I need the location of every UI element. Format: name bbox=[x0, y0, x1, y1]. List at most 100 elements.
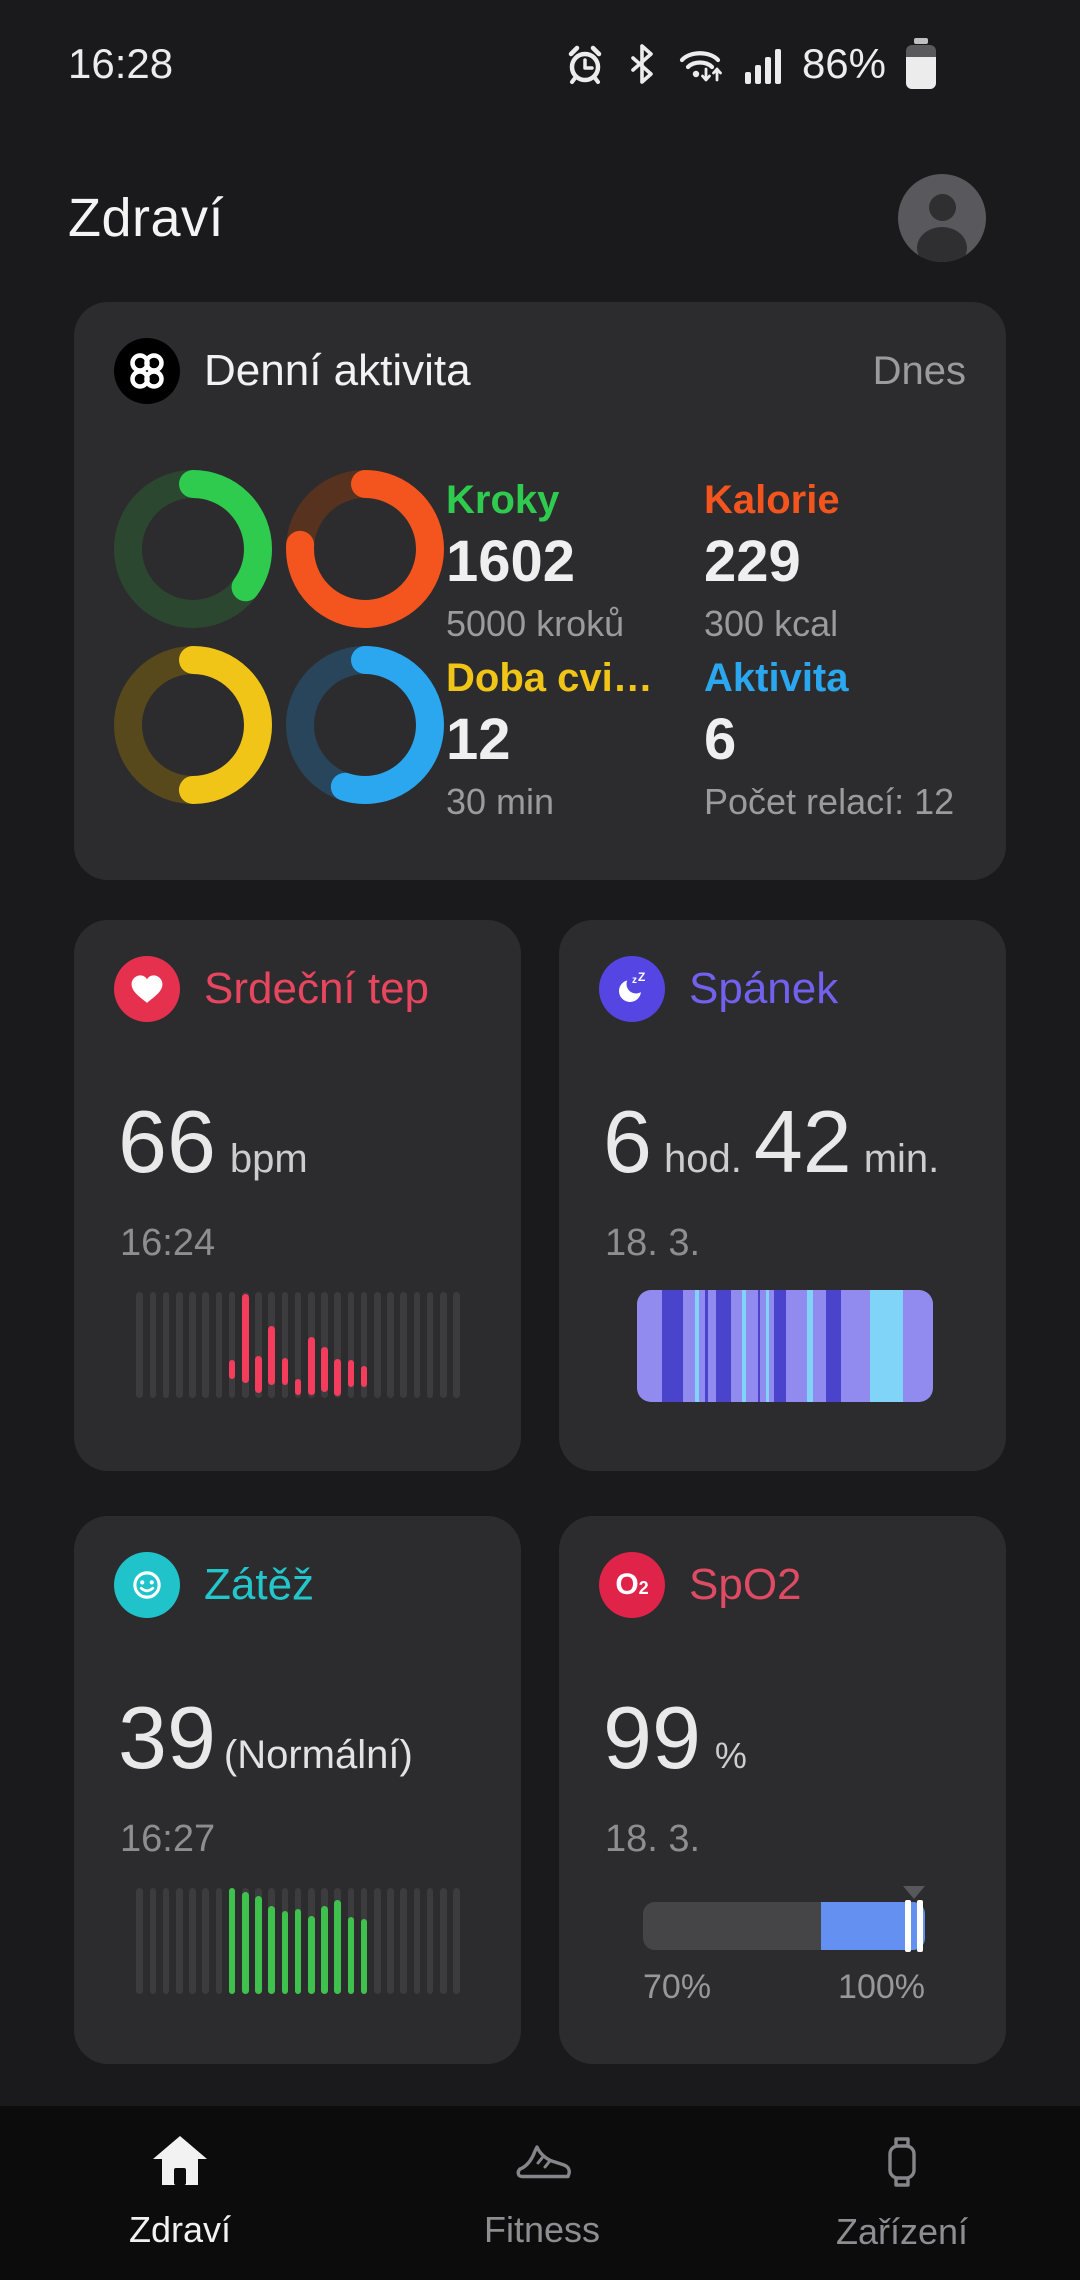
activity-ring bbox=[286, 646, 444, 804]
spo2-card[interactable]: O2 SpO2 99 % 18. 3. 70% 100% bbox=[559, 1516, 1006, 2064]
exercise-goal: 30 min bbox=[446, 781, 555, 822]
battery-percent-text: 86% bbox=[801, 40, 886, 87]
chart-segment bbox=[241, 1892, 249, 1994]
daily-activity-header: Denní aktivita Dnes bbox=[114, 338, 966, 404]
gauge-marker bbox=[905, 1900, 924, 1952]
chart-bar bbox=[136, 1888, 143, 1994]
heart-rate-value-row: 66 bpm bbox=[118, 1098, 308, 1186]
spo2-unit: % bbox=[714, 1735, 747, 1776]
bluetooth-icon bbox=[626, 41, 658, 87]
chart-bar bbox=[189, 1888, 196, 1994]
chart-segment bbox=[281, 1911, 289, 1994]
sleep-date: 18. 3. bbox=[605, 1222, 701, 1264]
chart-segment bbox=[360, 1918, 368, 1994]
chart-bar bbox=[202, 1888, 209, 1994]
status-time: 16:28 bbox=[68, 40, 174, 87]
chart-segment bbox=[307, 1336, 315, 1395]
activity-metric: Aktivita 6 Počet relací: 12 bbox=[704, 656, 996, 823]
chart-segment bbox=[347, 1359, 355, 1388]
sleep-stage-stripe bbox=[807, 1290, 814, 1402]
spo2-value: 99 bbox=[603, 1688, 701, 1787]
stress-qualifier: (Normální) bbox=[223, 1733, 413, 1777]
chart-bar bbox=[439, 1888, 447, 1994]
sleep-stage-stripe bbox=[741, 1290, 747, 1402]
spo2-gauge bbox=[643, 1886, 926, 1952]
exercise-metric: Doba cvi… 12 30 min bbox=[446, 656, 738, 823]
stress-value: 39 bbox=[118, 1688, 216, 1787]
steps-goal: 5000 kroků bbox=[446, 603, 625, 644]
chart-bar bbox=[321, 1292, 328, 1398]
chart-bar bbox=[347, 1292, 355, 1398]
chart-bar bbox=[400, 1292, 407, 1398]
sleep-hypnogram-chart bbox=[637, 1290, 933, 1402]
sleep-stage-stripe bbox=[769, 1290, 775, 1402]
chart-bar bbox=[413, 1888, 421, 1994]
steps-metric: Kroky 1602 5000 kroků bbox=[446, 478, 738, 645]
sleep-stage-stripe bbox=[840, 1290, 870, 1402]
sleep-stage-stripe bbox=[731, 1290, 742, 1402]
status-bar: 16:28 bbox=[0, 34, 1080, 94]
stress-title: Zátěž bbox=[204, 1560, 315, 1609]
stress-card[interactable]: Zátěž 39 (Normální) 16:27 bbox=[74, 1516, 521, 2064]
chart-bar bbox=[189, 1292, 196, 1398]
watch-icon bbox=[879, 2132, 925, 2197]
daily-activity-card[interactable]: Denní aktivita Dnes Kroky 1602 5000 krok… bbox=[74, 302, 1006, 880]
sleep-stage-stripe bbox=[708, 1290, 717, 1402]
chart-bar bbox=[255, 1292, 262, 1398]
chart-bar bbox=[360, 1292, 368, 1398]
nav-item-fitness[interactable]: Fitness bbox=[442, 2132, 642, 2251]
chart-bar bbox=[426, 1292, 434, 1398]
profile-avatar-button[interactable] bbox=[898, 174, 986, 262]
stress-value-row: 39 (Normální) bbox=[118, 1694, 413, 1782]
heart-rate-value: 66 bbox=[118, 1092, 216, 1191]
sleep-stage-stripe bbox=[766, 1290, 770, 1402]
activity-value: 6 bbox=[704, 707, 737, 772]
sleep-stage-stripe bbox=[760, 1290, 766, 1402]
gauge-max-label: 100% bbox=[838, 1968, 925, 2006]
chart-segment bbox=[321, 1347, 328, 1392]
period-selector[interactable]: Dnes bbox=[872, 348, 966, 393]
chart-bar bbox=[439, 1292, 447, 1398]
chart-bar bbox=[175, 1292, 183, 1398]
heart-rate-timestamp: 16:24 bbox=[120, 1222, 216, 1264]
chart-bar bbox=[334, 1292, 341, 1398]
wifi-icon bbox=[676, 41, 726, 87]
chart-bar bbox=[149, 1292, 157, 1398]
sleep-stage-stripe bbox=[699, 1290, 705, 1402]
status-icons: 86% bbox=[562, 37, 938, 91]
sleep-minutes-unit: min. bbox=[863, 1137, 940, 1181]
sleep-stage-stripe bbox=[662, 1290, 684, 1402]
daily-activity-title: Denní aktivita bbox=[204, 346, 471, 395]
alarm-icon bbox=[562, 41, 608, 87]
sleep-stage-stripe bbox=[903, 1290, 933, 1402]
sleep-minutes: 42 bbox=[753, 1092, 852, 1191]
nav-label-zarizeni: Zařízení bbox=[835, 2211, 969, 2252]
sleep-stage-stripe bbox=[757, 1290, 761, 1402]
sleep-hours: 6 bbox=[603, 1092, 652, 1191]
chart-segment bbox=[334, 1358, 341, 1396]
exercise-value: 12 bbox=[446, 707, 511, 772]
smiley-icon bbox=[114, 1552, 180, 1618]
nav-item-zdravi[interactable]: Zdraví bbox=[80, 2132, 280, 2251]
calories-ring bbox=[286, 470, 444, 628]
exercise-ring bbox=[114, 646, 272, 804]
chart-segment bbox=[321, 1906, 328, 1994]
calories-goal: 300 kcal bbox=[704, 603, 839, 644]
chart-bar bbox=[373, 1888, 381, 1994]
chart-segment bbox=[307, 1915, 315, 1994]
sleep-card[interactable]: z Z Spánek 6 hod. 42 min. 18. 3. bbox=[559, 920, 1006, 1471]
svg-text:Z: Z bbox=[638, 970, 645, 984]
heart-rate-card[interactable]: Srdeční tep 66 bpm 16:24 bbox=[74, 920, 521, 1471]
calories-value: 229 bbox=[704, 529, 801, 594]
heart-rate-chart bbox=[134, 1292, 464, 1398]
nav-item-zarizeni[interactable]: Zařízení bbox=[802, 2132, 1002, 2253]
chart-segment bbox=[241, 1294, 249, 1384]
chart-segment bbox=[360, 1366, 368, 1388]
sleep-stage-stripe bbox=[683, 1290, 695, 1402]
sleep-hours-unit: hod. bbox=[663, 1137, 742, 1181]
sleep-stage-stripe bbox=[716, 1290, 732, 1402]
stress-chart bbox=[134, 1888, 464, 1994]
steps-ring bbox=[114, 470, 272, 628]
gauge-pointer-icon bbox=[903, 1886, 926, 1899]
activity-label: Aktivita bbox=[704, 656, 849, 700]
